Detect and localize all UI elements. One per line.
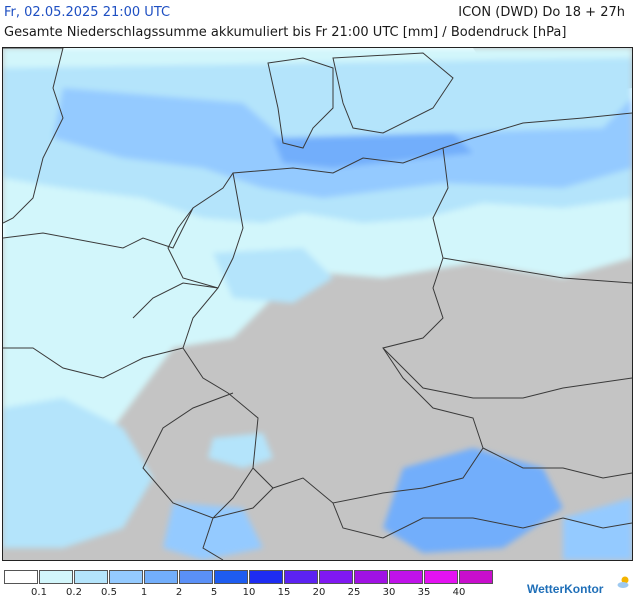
forecast-date: Fr, 02.05.2025 21:00 UTC — [4, 5, 171, 20]
legend-label: 2 — [175, 587, 183, 598]
legend-label: 15 — [277, 587, 291, 598]
legend-swatch — [354, 570, 388, 584]
map-title: Gesamte Niederschlagssumme akkumuliert b… — [4, 25, 567, 40]
legend-swatch — [179, 570, 213, 584]
legend-swatch — [319, 570, 353, 584]
legend-swatch — [214, 570, 248, 584]
legend-swatch — [144, 570, 178, 584]
legend-swatch — [459, 570, 493, 584]
model-run-label: ICON (DWD) Do 18 + 27h — [458, 5, 625, 20]
legend-swatch — [389, 570, 423, 584]
legend-label: 10 — [242, 587, 256, 598]
legend-swatch — [424, 570, 458, 584]
legend-label: 30 — [382, 587, 396, 598]
legend-label: 40 — [452, 587, 466, 598]
brand-logo-text: WetterKontor — [527, 582, 604, 596]
legend-label: 0.1 — [31, 587, 47, 598]
legend-swatch — [4, 570, 38, 584]
legend-label: 5 — [210, 587, 218, 598]
country-borders — [3, 48, 632, 560]
legend-swatch — [109, 570, 143, 584]
precipitation-field — [3, 48, 632, 560]
sun-cloud-icon — [617, 576, 629, 588]
legend-label: 0.5 — [101, 587, 117, 598]
map-canvas — [3, 48, 632, 560]
legend-label: 25 — [347, 587, 361, 598]
precipitation-map[interactable] — [2, 47, 633, 561]
legend-swatch — [284, 570, 318, 584]
legend-label: 0.2 — [66, 587, 82, 598]
legend-label: 20 — [312, 587, 326, 598]
legend-swatch — [74, 570, 108, 584]
legend-label: 35 — [417, 587, 431, 598]
legend-swatch — [249, 570, 283, 584]
legend-swatch — [39, 570, 73, 584]
legend-label: 1 — [140, 587, 148, 598]
